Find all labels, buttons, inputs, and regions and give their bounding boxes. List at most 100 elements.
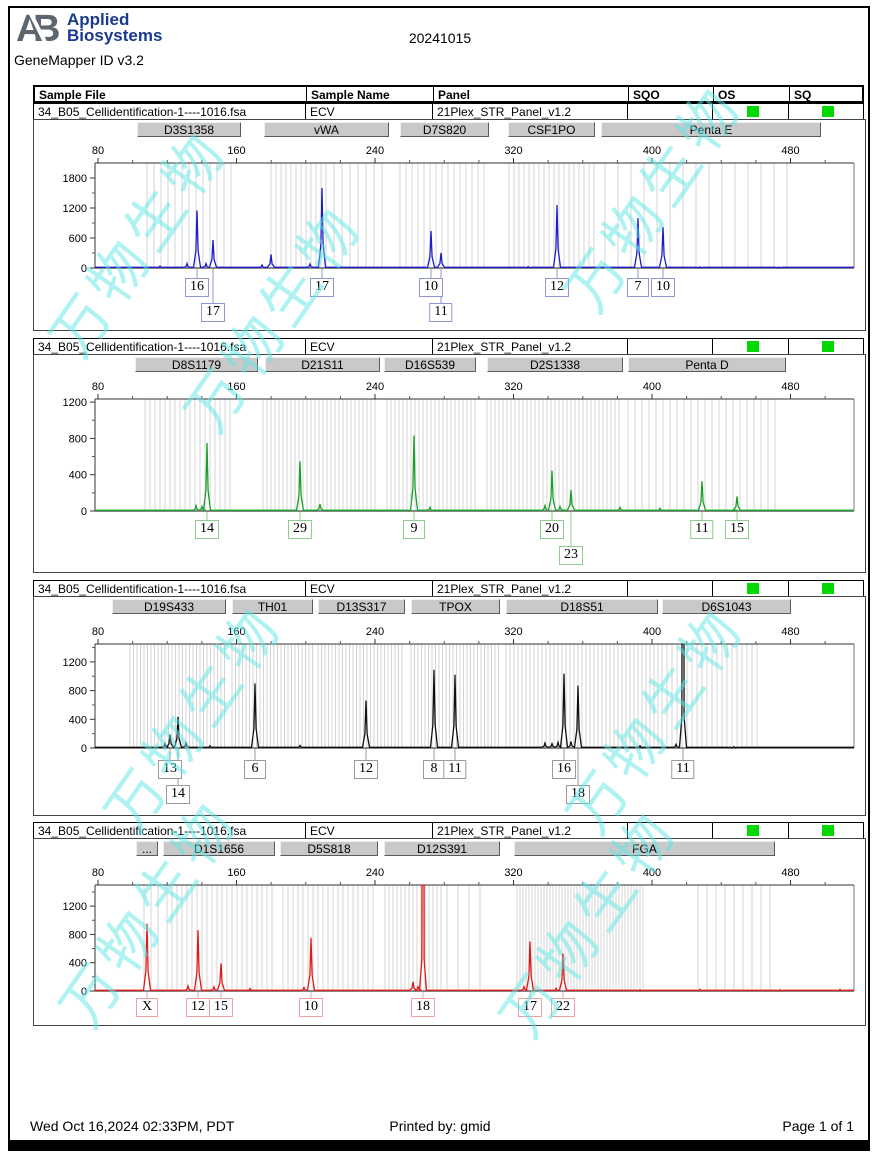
allele-label-12: 12	[545, 278, 569, 297]
sample-file: 34_B05_Cellidentification-1----1016.fsa	[34, 581, 306, 596]
marker-box-D2S1338: D2S1338	[487, 357, 623, 372]
y-axis-tick-label: 0	[81, 743, 87, 755]
allele-label-18: 18	[566, 785, 590, 804]
sqo-value	[628, 339, 713, 354]
col-os: OS	[714, 87, 790, 101]
allele-label-9: 9	[403, 520, 425, 539]
y-axis-tick-label: 1200	[63, 657, 87, 669]
y-axis-tick-label: 400	[69, 714, 87, 726]
allele-label-X: X	[136, 998, 158, 1017]
allele-label-6: 6	[244, 760, 266, 779]
sqo-value	[628, 104, 713, 119]
x-axis-tick-label: 320	[504, 867, 522, 879]
x-axis-tick-label: 80	[92, 867, 104, 879]
panel-name: 21Plex_STR_Panel_v1.2	[433, 104, 628, 119]
sample-name: ECV	[306, 339, 433, 354]
y-axis-tick-label: 600	[69, 233, 87, 245]
x-axis-tick-label: 400	[643, 626, 661, 638]
allele-label-10: 10	[299, 998, 323, 1017]
page-bottom-bar	[8, 1142, 870, 1151]
allele-label-15: 15	[725, 520, 749, 539]
electropherogram-plot: 80 160 240 320 400 480 0 600 1200 1800	[63, 145, 855, 303]
ab-logo-icon: A B	[16, 10, 60, 46]
y-axis-tick-label: 1200	[63, 901, 87, 913]
allele-label-17: 17	[518, 998, 542, 1017]
allele-label-16: 16	[552, 760, 576, 779]
sample-row: 34_B05_Cellidentification-1----1016.fsa …	[33, 103, 864, 120]
marker-box-D6S1043: D6S1043	[662, 599, 791, 614]
marker-box-D5S818: D5S818	[280, 841, 378, 856]
allele-label-15: 15	[209, 998, 233, 1017]
sqo-value	[628, 581, 713, 596]
electropherogram-panel-red: ... D1S1656 D5S818 D12S391 FGA 80 160 240 320 400…	[33, 838, 866, 1026]
y-axis-tick-label: 800	[69, 686, 87, 698]
marker-box-D18S51: D18S51	[506, 599, 658, 614]
allele-label-12: 12	[186, 998, 210, 1017]
sq-pass-indicator	[822, 825, 834, 836]
sq-status	[789, 823, 863, 838]
y-axis-tick-label: 1200	[63, 203, 87, 215]
y-axis-tick-label: 1200	[63, 397, 87, 409]
x-axis-tick-label: 80	[92, 381, 104, 393]
col-sqo: SQO	[629, 87, 714, 101]
x-axis-tick-label: 80	[92, 145, 104, 157]
y-axis-tick-label: 0	[81, 506, 87, 518]
x-axis-tick-label: 240	[366, 145, 384, 157]
x-axis-tick-label: 400	[643, 381, 661, 393]
sample-name: ECV	[306, 104, 433, 119]
x-axis-tick-label: 240	[366, 867, 384, 879]
x-axis-tick-label: 160	[227, 626, 245, 638]
allele-label-23: 23	[559, 546, 583, 565]
allele-label-18: 18	[411, 998, 435, 1017]
sample-name: ECV	[306, 581, 433, 596]
y-axis-tick-label: 400	[69, 958, 87, 970]
sq-pass-indicator	[822, 341, 834, 352]
marker-box-D1S1656: D1S1656	[163, 841, 275, 856]
allele-label-17: 17	[310, 278, 334, 297]
sample-row: 34_B05_Cellidentification-1----1016.fsa …	[33, 822, 864, 839]
report-date: 20241015	[408, 30, 472, 46]
col-panel: Panel	[434, 87, 629, 101]
marker-box-TPOX: TPOX	[411, 599, 500, 614]
app-version: GeneMapper ID v3.2	[14, 52, 144, 68]
os-pass-indicator	[746, 825, 759, 836]
allele-label-11: 11	[443, 760, 467, 779]
col-sample-name: Sample Name	[307, 87, 434, 101]
allele-label-17: 17	[201, 303, 225, 322]
allele-label-16: 16	[185, 278, 209, 297]
footer-page-number: Page 1 of 1	[782, 1118, 854, 1134]
page-border	[8, 6, 870, 1142]
allele-label-8: 8	[423, 760, 445, 779]
y-axis-tick-label: 800	[69, 929, 87, 941]
x-axis-tick-label: 320	[504, 626, 522, 638]
x-axis-tick-label: 480	[781, 381, 799, 393]
sq-pass-indicator	[822, 106, 834, 117]
marker-box-: ...	[136, 841, 158, 856]
brand-line2: Biosystems	[67, 26, 163, 45]
table-header-row: Sample File Sample Name Panel SQO OS SQ	[33, 85, 864, 103]
marker-box-vWA: vWA	[264, 122, 389, 137]
allele-label-14: 14	[166, 785, 190, 804]
allele-label-7: 7	[627, 278, 649, 297]
marker-box-D21S11: D21S11	[265, 357, 380, 372]
sample-file: 34_B05_Cellidentification-1----1016.fsa	[34, 339, 306, 354]
electropherogram-panel-green: D8S1179 D21S11 D16S539 D2S1338 Penta D 80 160 2…	[33, 354, 866, 573]
electropherogram-plot: 80 160 240 320 400 480 0 400 800 1200	[63, 867, 855, 998]
marker-box-PentaD: Penta D	[628, 357, 786, 372]
allele-label-29: 29	[288, 520, 312, 539]
os-pass-indicator	[746, 583, 759, 594]
x-axis-tick-label: 400	[643, 145, 661, 157]
allele-label-13: 13	[158, 760, 182, 779]
sq-pass-indicator	[822, 583, 834, 594]
footer-printed-by: Printed by: gmid	[389, 1118, 491, 1134]
applied-biosystems-logo: A B Applied Biosystems	[16, 10, 162, 46]
marker-box-D7S820: D7S820	[400, 122, 489, 137]
sample-row: 34_B05_Cellidentification-1----1016.fsa …	[33, 580, 864, 597]
os-pass-indicator	[746, 341, 759, 352]
sq-status	[789, 581, 863, 596]
marker-box-TH01: TH01	[232, 599, 313, 614]
sq-status	[789, 339, 863, 354]
x-axis-tick-label: 400	[643, 867, 661, 879]
os-pass-indicator	[746, 106, 759, 117]
